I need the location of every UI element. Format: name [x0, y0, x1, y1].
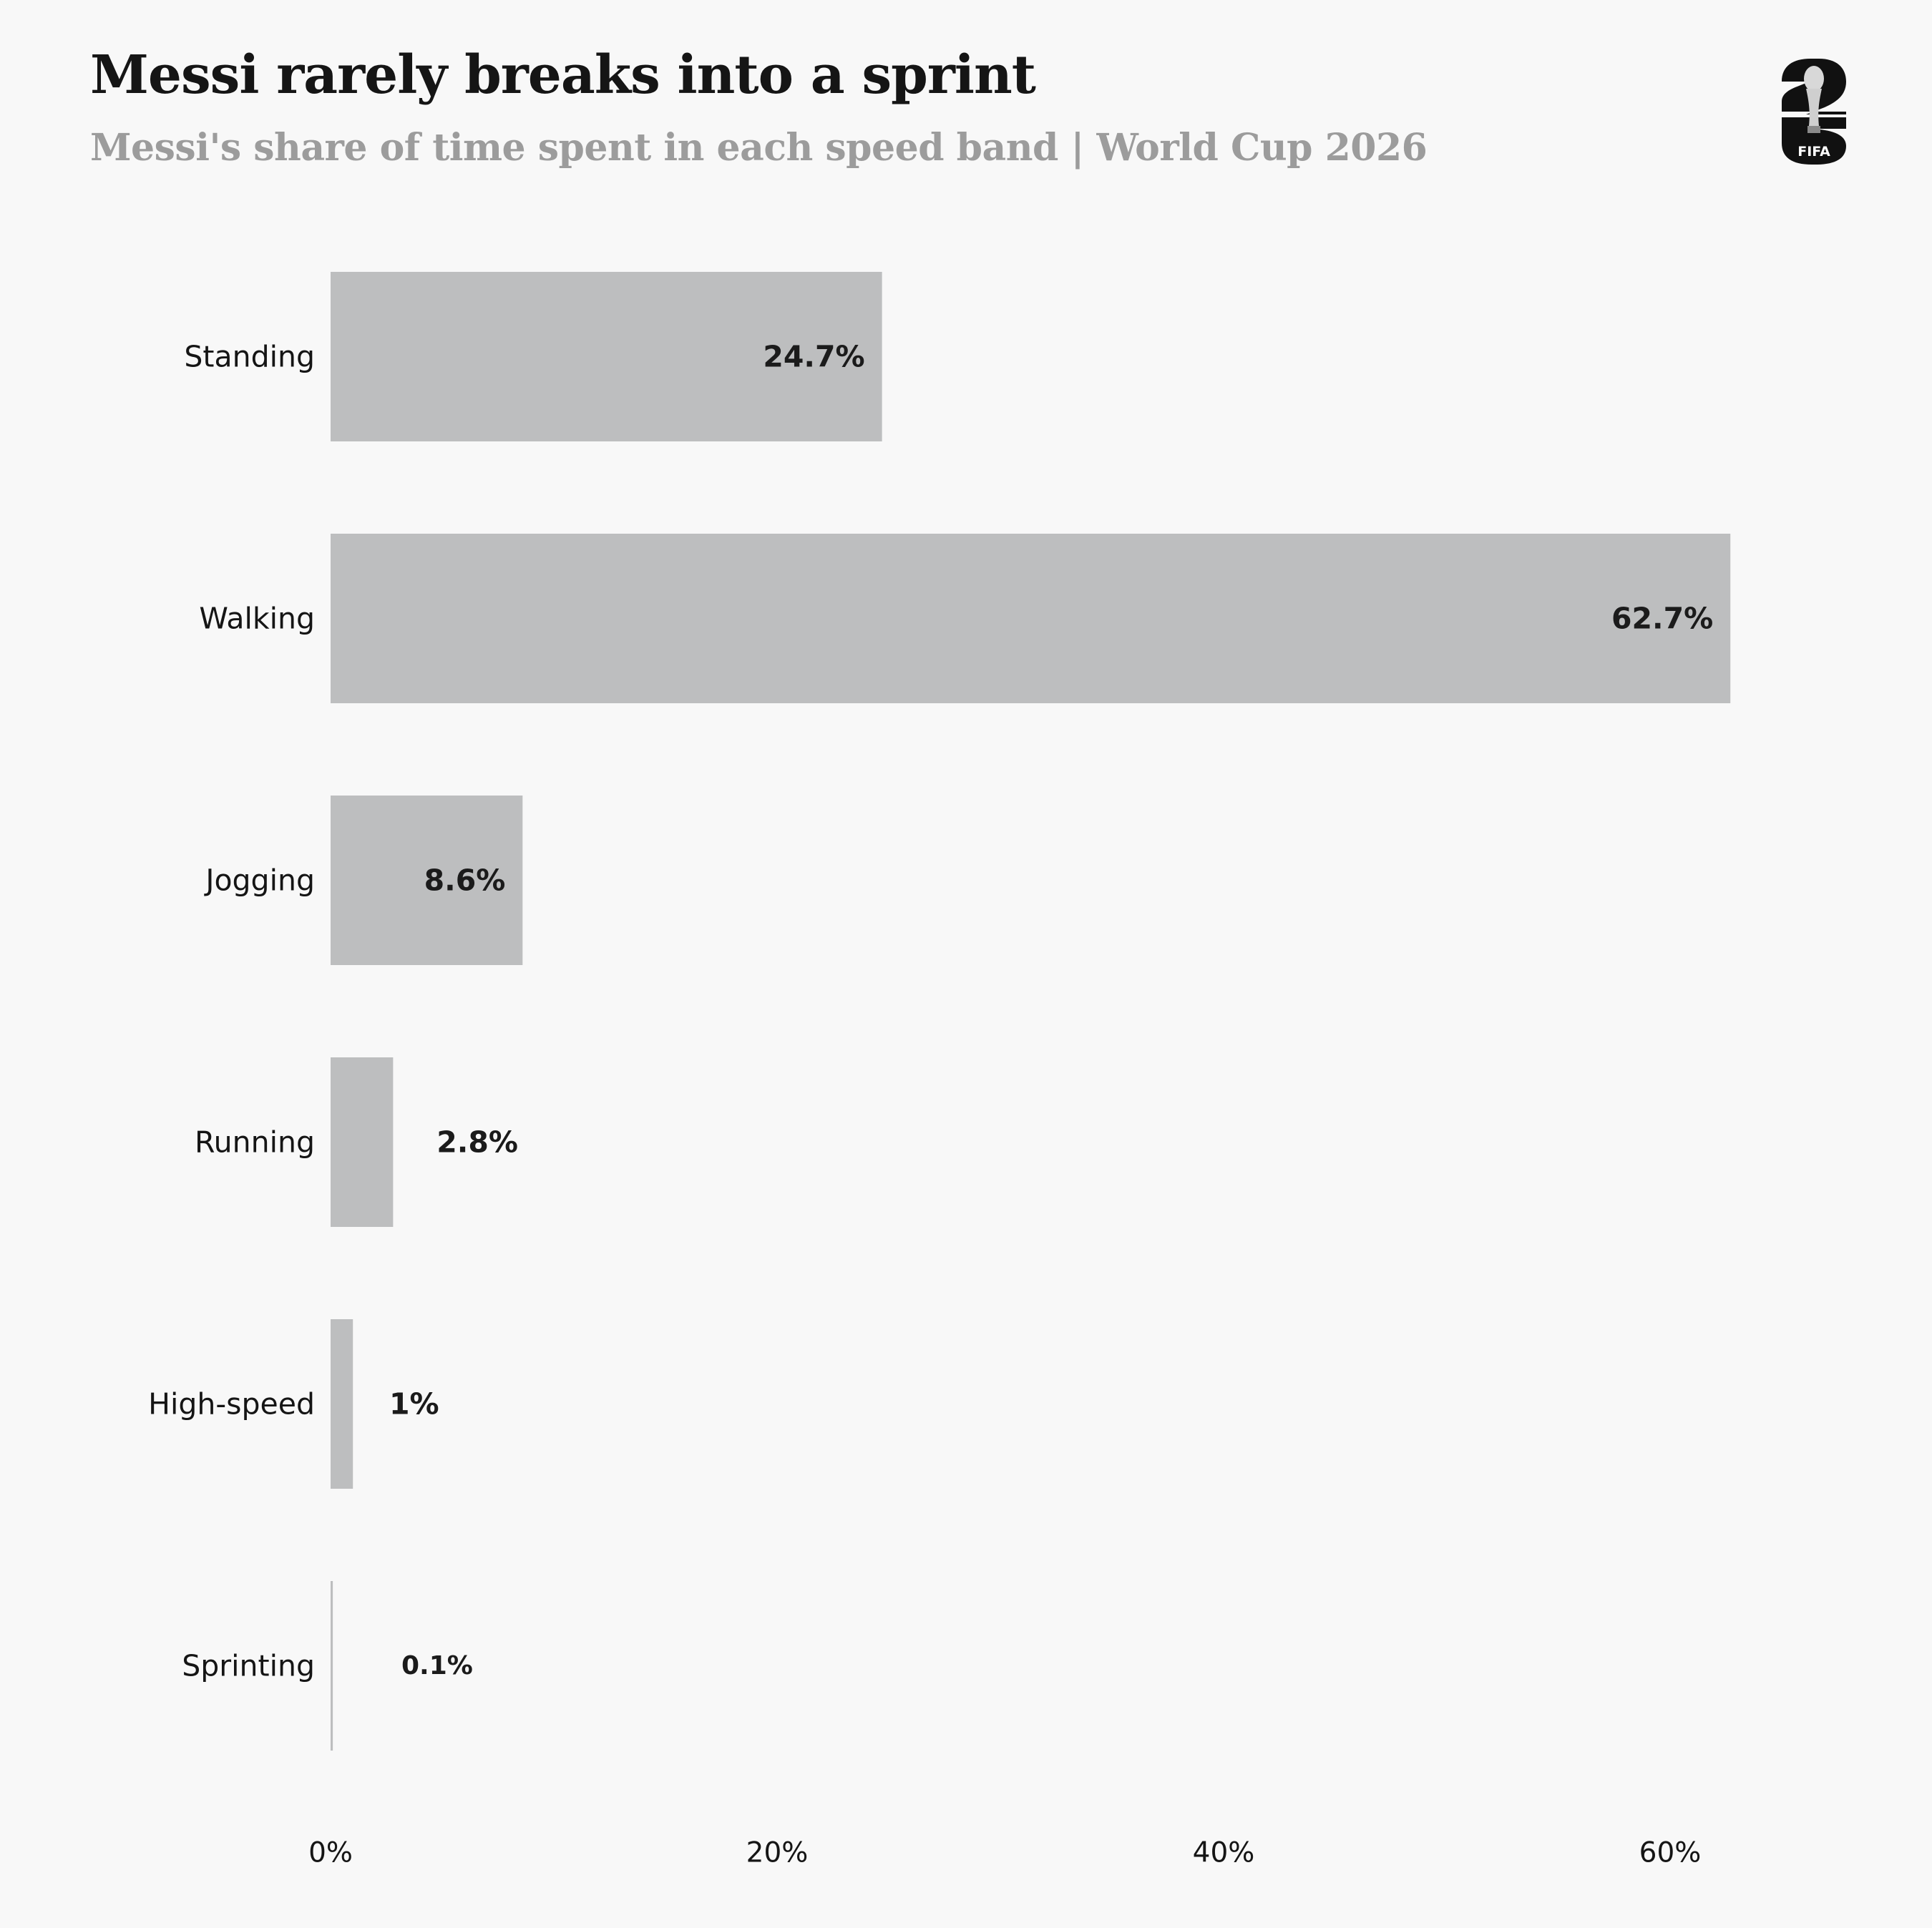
value-label: 8.6% [424, 863, 506, 898]
category-label: Sprinting [182, 1649, 315, 1683]
value-label: 1% [389, 1387, 439, 1421]
bar-jogging [331, 796, 523, 965]
bar-high-speed [331, 1319, 353, 1489]
value-label: 24.7% [763, 340, 864, 374]
category-label: Walking [199, 602, 315, 636]
fifa-world-cup-2026-logo-icon: FIFA [1782, 59, 1846, 165]
chart-title: Messi rarely breaks into a sprint [90, 44, 1036, 106]
category-label: Running [195, 1125, 315, 1160]
x-tick-label: 40% [1193, 1837, 1255, 1869]
value-label: 62.7% [1611, 602, 1713, 636]
bar-sprinting [331, 1581, 333, 1751]
x-tick-label: 0% [308, 1837, 353, 1869]
category-label: Standing [184, 340, 315, 374]
bar-standing [331, 272, 882, 441]
chart-subtitle: Messi's share of time spent in each spee… [90, 126, 1428, 170]
category-label: High-speed [148, 1387, 315, 1421]
value-label: 0.1% [401, 1651, 473, 1680]
logo-text: FIFA [1797, 144, 1830, 160]
category-label: Jogging [203, 863, 315, 898]
x-tick-label: 60% [1639, 1837, 1702, 1869]
bar-running [331, 1057, 394, 1227]
bar-walking [331, 534, 1731, 703]
x-tick-label: 20% [746, 1837, 809, 1869]
value-label: 2.8% [436, 1125, 518, 1160]
